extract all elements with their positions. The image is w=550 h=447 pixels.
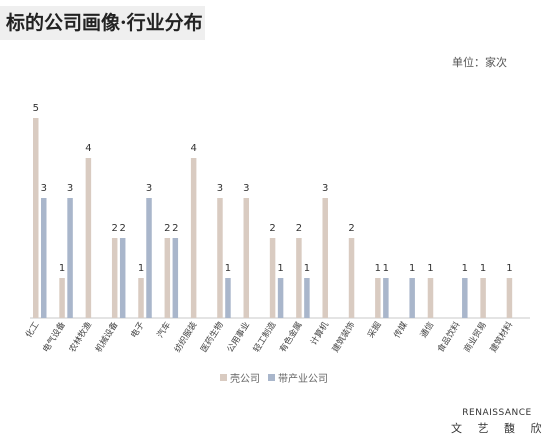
data-label-industry-7: 1 [225,263,231,274]
category-label-4: 电子 [128,319,147,340]
bar-industry-9 [277,278,284,318]
bar-shell-7 [217,198,223,318]
data-label-shell-3: 2 [112,223,118,234]
legend-label-shell: 壳公司 [230,374,260,385]
data-label-shell-6: 4 [190,143,196,154]
data-label-shell-12: 2 [348,223,354,234]
bar-shell-17 [480,278,486,318]
category-label-10: 有色金属 [277,320,304,355]
category-label-0: 化工 [23,319,42,340]
data-label-shell-11: 3 [322,183,328,194]
data-label-industry-1: 3 [67,183,73,194]
data-label-shell-18: 1 [506,263,512,274]
data-label-industry-0: 3 [41,183,47,194]
data-label-shell-5: 2 [164,223,170,234]
category-label-7: 医药生物 [198,319,226,354]
bar-industry-14 [409,278,415,318]
bar-shell-2 [85,158,92,318]
category-label-14: 传媒 [392,319,411,340]
data-label-industry-9: 1 [277,263,283,274]
data-label-industry-4: 3 [146,183,152,194]
data-label-shell-9: 2 [269,223,275,234]
data-label-shell-2: 4 [85,143,91,154]
data-label-shell-8: 3 [243,183,249,194]
bar-industry-16 [462,278,468,318]
bar-shell-15 [427,278,434,318]
bar-shell-11 [322,198,328,318]
bar-shell-13 [375,278,381,318]
bar-shell-6 [190,158,197,318]
bar-shell-12 [348,238,355,318]
bar-industry-13 [383,278,389,318]
category-label-3: 机械设备 [93,319,121,354]
legend-item-industry: 带产业公司 [268,370,328,385]
category-label-12: 建筑装饰 [330,319,358,354]
bar-shell-10 [296,238,302,318]
bar-shell-1 [59,278,65,318]
data-label-shell-7: 3 [217,183,223,194]
data-label-shell-17: 1 [480,263,486,274]
bar-industry-4 [146,198,152,318]
category-label-11: 计算机 [308,319,331,347]
chart-title: 标的公司画像·行业分布 [6,12,203,34]
data-label-industry-16: 1 [462,263,468,274]
category-label-16: 食品饮料 [435,319,463,354]
legend: 壳公司 带产业公司 [220,370,336,385]
bar-industry-5 [172,238,179,318]
legend-label-industry: 带产业公司 [278,374,328,385]
data-label-industry-14: 1 [409,263,415,274]
legend-swatch-industry [268,374,275,381]
title-band: 标的公司画像·行业分布 [0,6,205,40]
bar-shell-4 [138,278,144,318]
data-label-shell-0: 5 [33,103,39,114]
data-label-industry-13: 1 [383,263,389,274]
category-label-18: 建筑材料 [488,319,516,354]
data-label-shell-13: 1 [375,263,381,274]
brand-latin: RENAISSANCE [462,408,532,418]
data-label-industry-5: 2 [172,223,178,234]
bar-shell-8 [243,198,250,318]
unit-label: 单位：家次 [452,56,507,69]
bar-industry-7 [225,278,231,318]
bar-industry-10 [304,278,310,318]
data-label-shell-1: 1 [59,263,65,274]
category-label-2: 农林牧渔 [67,319,95,354]
category-label-15: 通信 [418,319,437,340]
bar-shell-9 [269,238,276,318]
bar-industry-1 [67,198,73,318]
category-label-1: 电气设备 [41,319,69,354]
bar-industry-0 [41,198,47,318]
category-label-5: 汽车 [155,320,173,340]
legend-swatch-shell [220,374,227,381]
bar-shell-5 [164,238,171,318]
brand-chinese: 文 艺 馥 欣 [451,422,548,435]
legend-item-shell: 壳公司 [220,370,260,385]
bar-shell-3 [111,238,118,318]
bar-shell-0 [33,118,39,318]
category-label-8: 公用事业 [225,320,252,355]
category-label-13: 采掘 [365,320,383,340]
brand-logo: RENAISSANCE 文 艺 馥 欣 [451,408,543,436]
bar-shell-18 [506,278,513,318]
data-label-shell-4: 1 [138,263,144,274]
category-label-9: 轻工制造 [251,319,279,354]
category-label-6: 纺织服装 [172,319,200,354]
category-label-17: 商业贸易 [462,320,489,355]
data-label-shell-15: 1 [427,263,433,274]
data-label-industry-10: 1 [304,263,310,274]
bar-industry-3 [119,238,126,318]
data-label-shell-10: 2 [296,223,302,234]
data-label-industry-3: 2 [120,223,126,234]
